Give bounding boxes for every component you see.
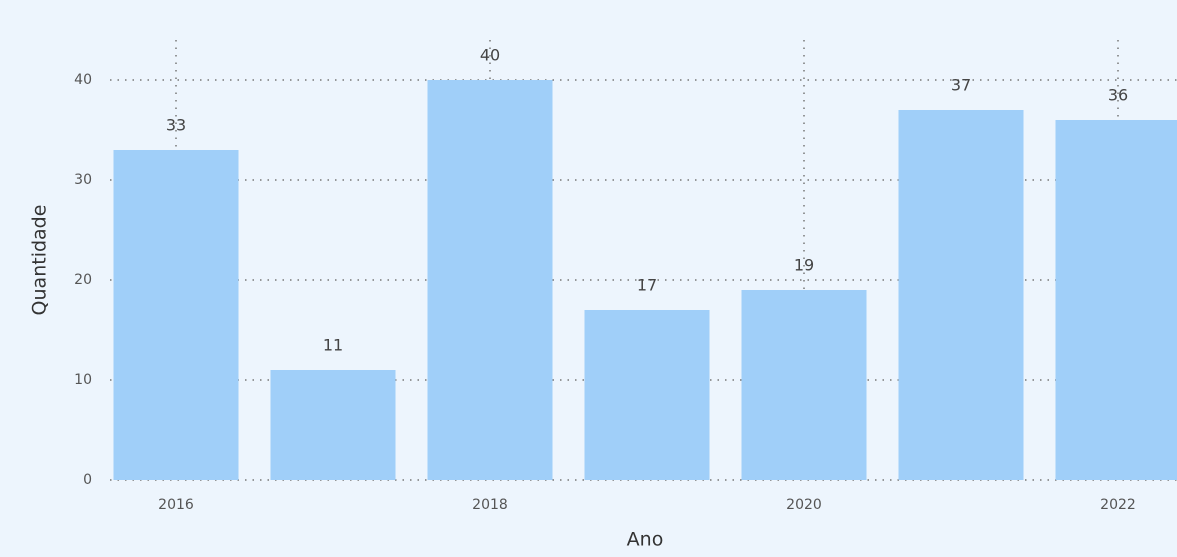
x-axis-title: Ano	[627, 529, 664, 551]
bar	[741, 290, 867, 480]
data-label: 36	[1108, 86, 1128, 105]
bar	[898, 110, 1024, 480]
data-label: 37	[951, 76, 971, 95]
x-tick-label: 2022	[1100, 497, 1136, 513]
y-tick-label: 20	[74, 272, 92, 288]
bar	[270, 370, 396, 480]
data-label: 33	[166, 116, 186, 135]
y-tick-label: 0	[83, 472, 92, 488]
x-tick-label: 2018	[472, 497, 508, 513]
data-label: 40	[480, 46, 500, 65]
data-label: 19	[794, 256, 814, 275]
bar	[427, 80, 553, 480]
bar	[1055, 120, 1177, 480]
x-tick-label: 2016	[158, 497, 194, 513]
bar	[584, 310, 710, 480]
data-label: 17	[637, 276, 657, 295]
data-label: 11	[323, 336, 343, 355]
x-tick-label: 2020	[786, 497, 822, 513]
y-tick-label: 10	[74, 372, 92, 388]
y-tick-label: 30	[74, 172, 92, 188]
bar	[113, 150, 239, 480]
y-axis-title: Quantidade	[29, 205, 51, 316]
y-tick-label: 40	[74, 72, 92, 88]
